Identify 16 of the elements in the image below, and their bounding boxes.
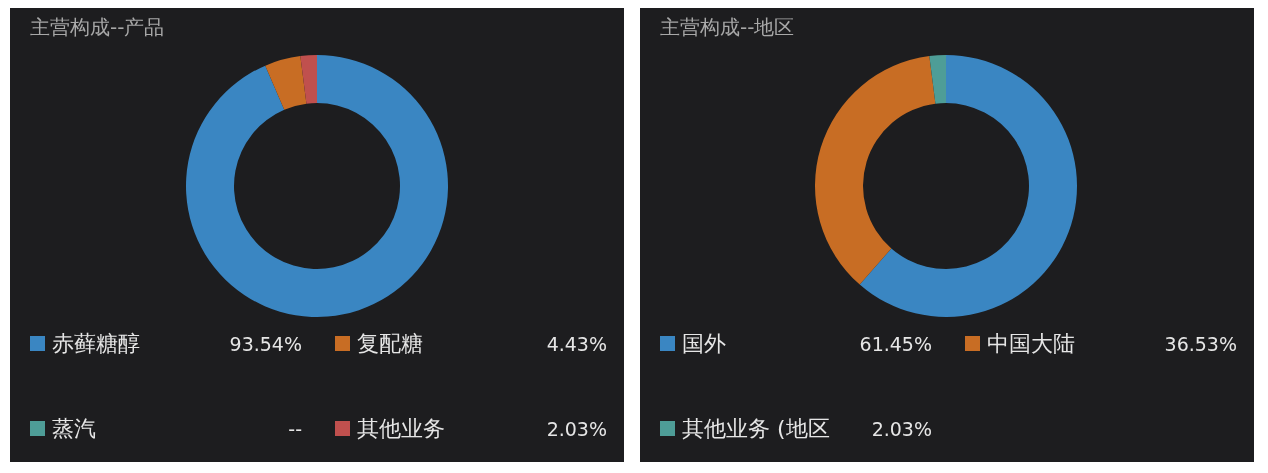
data-label: 93.54% [229,333,302,355]
data-label: 2.03% [546,418,607,440]
legend-label: 赤藓糖醇 [52,331,140,356]
chart-title: 主营构成--产品 [30,15,165,39]
data-label: 36.53% [1164,333,1237,355]
text: -- [288,418,302,440]
legend-label: 其他业务 [357,416,445,441]
chart-title: 主营构成--地区 [660,15,795,39]
data-label: 61.45% [859,333,932,355]
legend-label: 中国大陆 [987,331,1075,356]
legend-label: 国外 [682,331,726,356]
legend-label: 其他业务 (地区 [682,416,830,441]
legend-label: 蒸汽 [52,416,96,441]
legend-label: 复配糖 [357,331,423,356]
data-label: 2.03% [871,418,932,440]
data-label: 4.43% [546,333,607,355]
